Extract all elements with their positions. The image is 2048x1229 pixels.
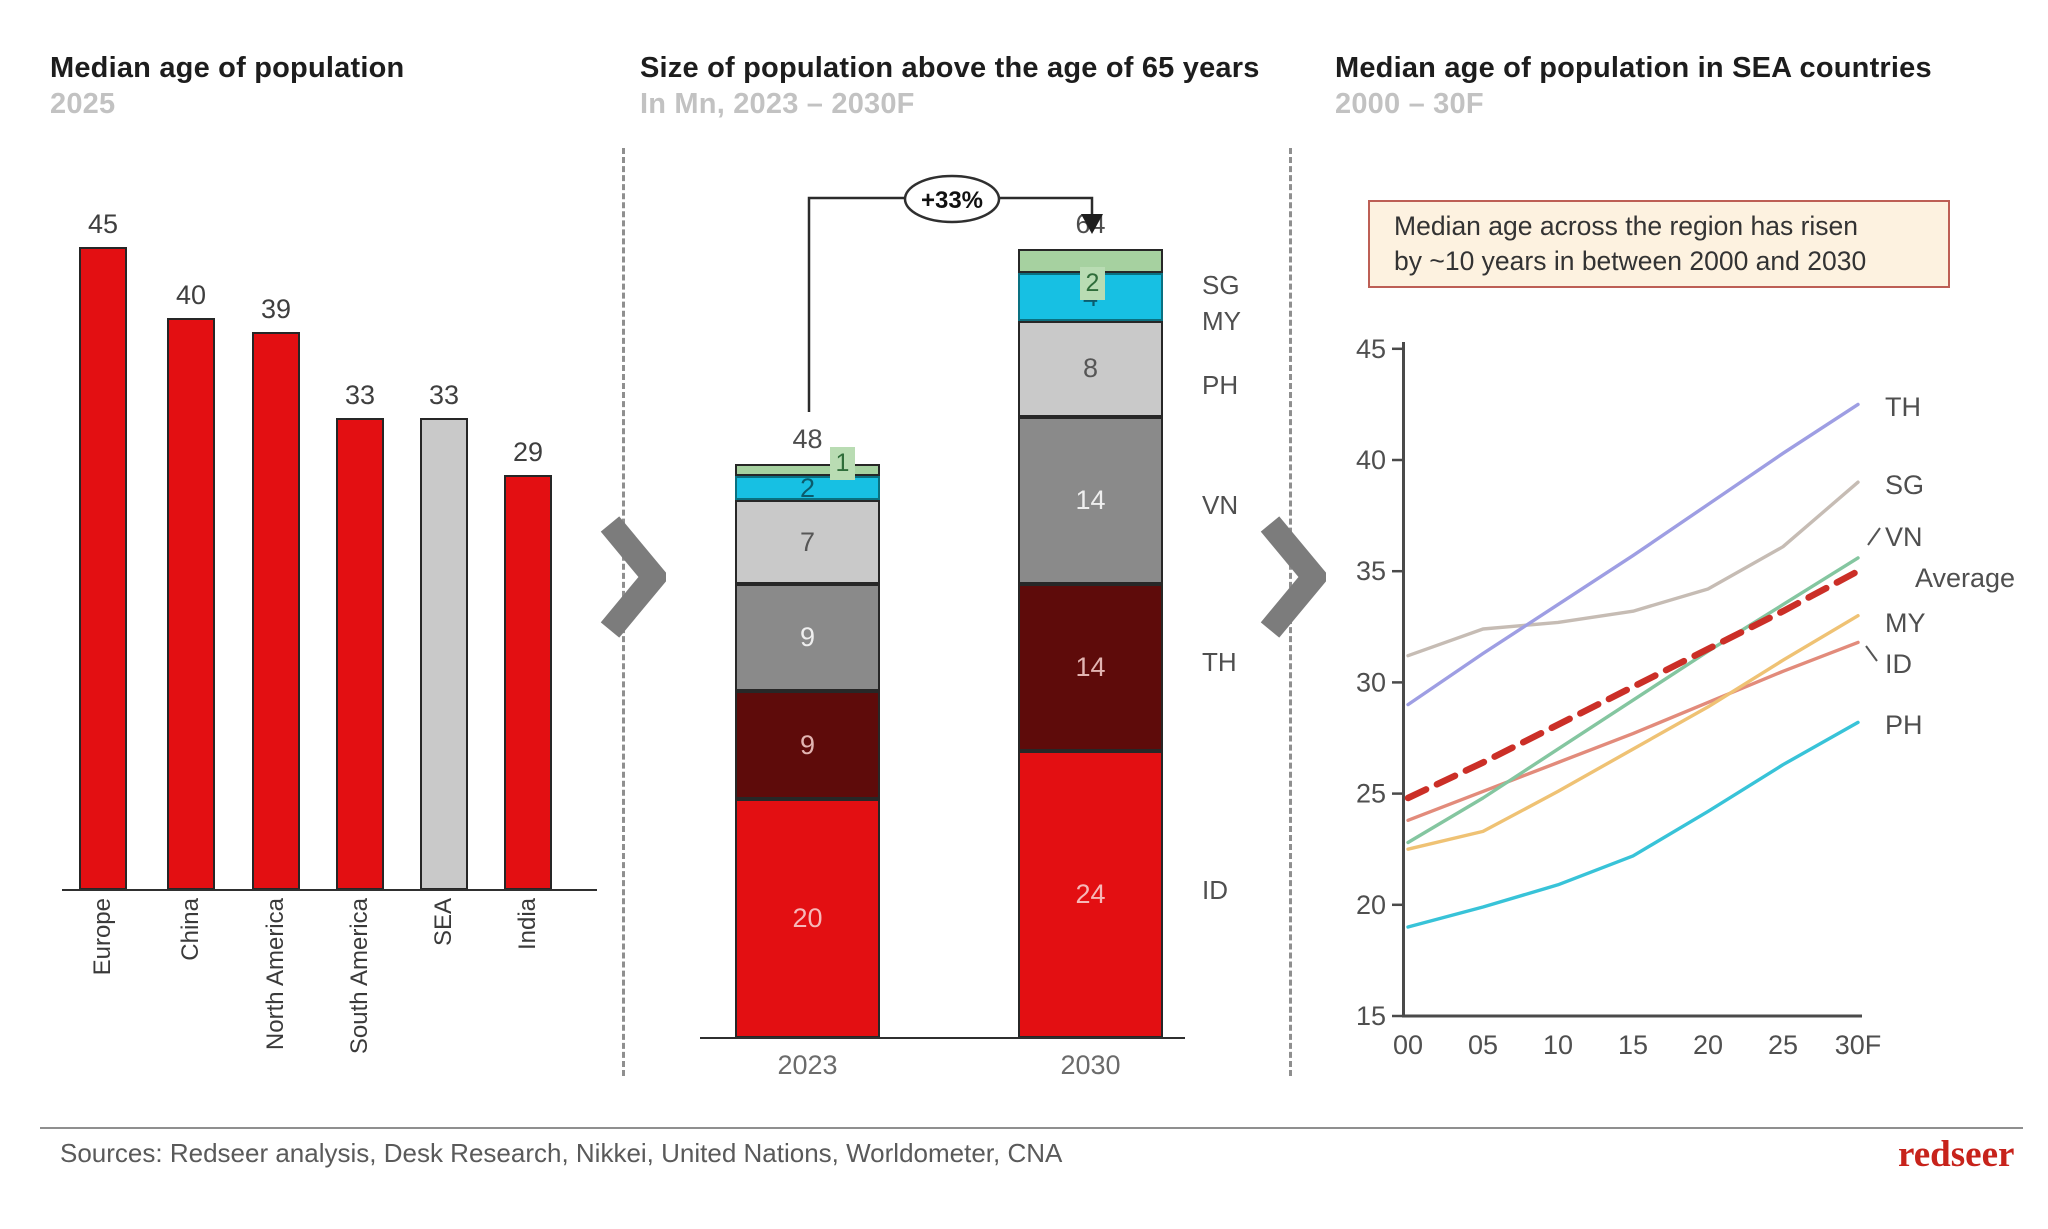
x-tick-label: 05 <box>1468 1030 1498 1060</box>
insight-line-2: by ~10 years in between 2000 and 2030 <box>1394 246 1867 276</box>
growth-annotation: +33% <box>807 174 1103 412</box>
segment-label-id: ID <box>1202 875 1228 905</box>
y-tick-label: 20 <box>1356 890 1386 920</box>
bar-europe <box>79 246 127 890</box>
bar-value-south-america: 33 <box>344 380 376 411</box>
segment-label-ph: PH <box>1202 370 1239 400</box>
right-chart-title: Median age of population in SEA countrie… <box>1335 52 1932 84</box>
bar-value-india: 29 <box>512 437 544 468</box>
series-line-sg <box>1406 480 1860 658</box>
right-chart-subtitle: 2000 – 30F <box>1335 88 1484 120</box>
bar-china <box>167 318 215 890</box>
year-label-2023: 2023 <box>777 1050 838 1080</box>
growth-arrowhead-icon <box>1081 214 1103 234</box>
line-chart-axes <box>1402 342 1862 1018</box>
chevron-arrow-icon <box>600 516 666 638</box>
series-line-ph <box>1406 720 1860 929</box>
growth-ellipse <box>903 174 1001 224</box>
series-label-ph: PH <box>1885 710 1923 740</box>
x-tick-label: 15 <box>1618 1030 1648 1060</box>
segment-my-2023: 2 <box>735 473 880 503</box>
x-tick-label: 10 <box>1543 1030 1573 1060</box>
bar-value-north-america: 39 <box>260 294 292 325</box>
left-chart-x-axis <box>62 889 597 891</box>
middle-chart-title: Size of population above the age of 65 y… <box>640 52 1260 84</box>
bar-south-america <box>336 418 384 890</box>
total-label-2023: 48 <box>792 424 823 455</box>
sg-value-callout-2030: 2 <box>1080 267 1105 300</box>
segment-id-2030: 24 <box>1018 751 1163 1038</box>
y-tick-label: 40 <box>1356 445 1386 475</box>
series-line-my <box>1406 614 1860 851</box>
series-line-vn <box>1406 556 1860 845</box>
y-tick-label: 30 <box>1356 667 1386 697</box>
left-chart-subtitle: 2025 <box>50 88 116 120</box>
growth-arrow-line <box>807 196 1094 412</box>
sources-text: Sources: Redseer analysis, Desk Research… <box>60 1138 1063 1168</box>
year-label-2030: 2030 <box>1060 1050 1121 1080</box>
bar-value-china: 40 <box>175 280 207 310</box>
x-label-china: China <box>177 898 204 961</box>
series-label-average: Average <box>1915 563 2015 593</box>
bar-value-europe: 45 <box>87 208 119 239</box>
segment-th-2030: 14 <box>1018 583 1163 752</box>
x-label-india: India <box>514 898 541 951</box>
left-chart-title: Median age of population <box>50 52 405 84</box>
redseer-logo: redseer <box>1898 1134 2015 1175</box>
growth-percent-label: +33% <box>921 187 983 214</box>
segment-label-th: TH <box>1202 647 1237 677</box>
x-label-south-america: South America <box>346 898 373 1055</box>
y-tick-label: 15 <box>1356 1001 1386 1031</box>
segment-label-my: MY <box>1202 306 1241 336</box>
segment-sg-2023 <box>735 464 880 477</box>
x-label-sea: SEA <box>430 898 457 947</box>
series-label-id: ID <box>1885 649 1912 679</box>
segment-vn-2023: 9 <box>735 583 880 692</box>
chevron-path <box>1260 516 1326 638</box>
segment-label-sg: SG <box>1202 270 1240 300</box>
series-label-sg: SG <box>1885 470 1924 500</box>
y-tick-label: 45 <box>1356 334 1386 364</box>
chevron-arrow-icon <box>1260 516 1326 638</box>
x-tick-label: 00 <box>1393 1030 1423 1060</box>
series-line-average <box>1404 567 1862 802</box>
bar-india <box>504 475 552 890</box>
middle-chart-subtitle: In Mn, 2023 – 2030F <box>640 88 915 120</box>
sg-value-callout-2023: 1 <box>830 447 855 480</box>
x-tick-label: 20 <box>1693 1030 1723 1060</box>
segment-ph-2030: 8 <box>1018 321 1163 417</box>
bar-north-america <box>252 332 300 890</box>
y-tick-label: 35 <box>1356 556 1386 586</box>
chevron-path <box>600 516 666 638</box>
segment-id-2023: 20 <box>735 799 880 1038</box>
x-tick-label: 30F <box>1835 1030 1882 1060</box>
insight-callout-box: Median age across the region has risen b… <box>1368 200 1950 288</box>
insight-line-1: Median age across the region has risen <box>1394 211 1859 241</box>
series-line-th <box>1406 402 1860 707</box>
segment-th-2023: 9 <box>735 691 880 799</box>
middle-chart-x-axis <box>700 1037 1185 1039</box>
footer-divider <box>40 1127 2023 1129</box>
series-line-id <box>1406 640 1860 822</box>
bar-value-sea: 33 <box>428 380 460 411</box>
bar-sea <box>420 418 468 890</box>
x-label-north-america: North America <box>262 898 289 1051</box>
vn-leader-line <box>1867 527 1881 546</box>
segment-vn-2030: 14 <box>1018 416 1163 584</box>
segment-ph-2023: 7 <box>735 500 880 584</box>
x-tick-label: 25 <box>1768 1030 1798 1060</box>
y-tick-label: 25 <box>1356 779 1386 809</box>
id-leader-line <box>1865 645 1878 662</box>
x-label-europe: Europe <box>89 898 116 976</box>
series-label-th: TH <box>1885 392 1921 422</box>
series-label-my: MY <box>1885 608 1926 638</box>
segment-label-vn: VN <box>1202 490 1239 520</box>
series-label-vn: VN <box>1885 522 1923 552</box>
